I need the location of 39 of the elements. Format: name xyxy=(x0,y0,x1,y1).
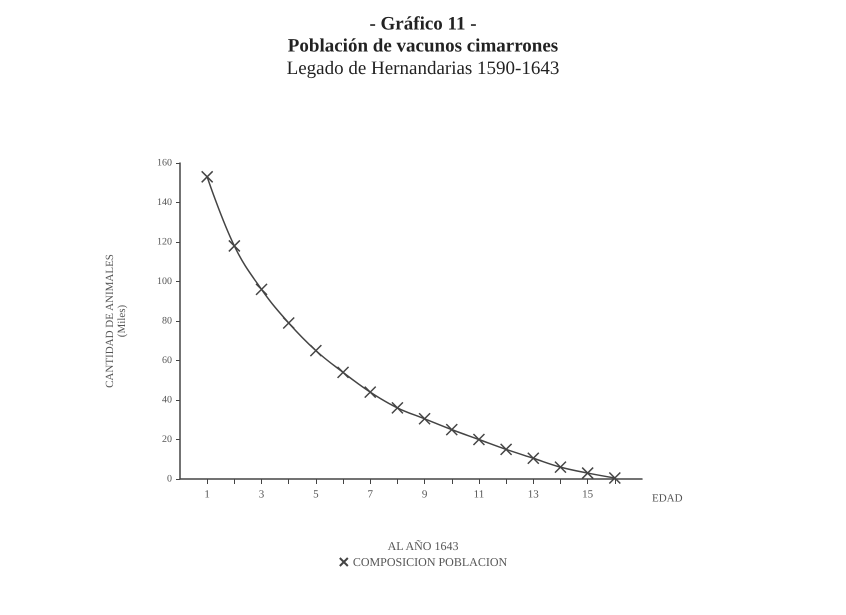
x-tick-label: 9 xyxy=(422,488,428,500)
point xyxy=(391,402,404,414)
y-tick-label: 0 xyxy=(167,474,172,484)
point xyxy=(554,460,567,474)
x-tick-label: 5 xyxy=(313,488,320,500)
y-tick-label: 60 xyxy=(162,355,172,366)
y-tick-label: 160 xyxy=(157,158,172,168)
point xyxy=(472,433,486,446)
x-tick-label: 3 xyxy=(258,488,265,500)
legend-title: AL AÑO 1643 xyxy=(388,539,458,553)
point xyxy=(228,240,241,252)
chart-subtitle: Legado de Hernandarias 1590-1643 xyxy=(286,58,560,79)
point xyxy=(200,170,214,184)
x-tick-label: 7 xyxy=(367,488,374,500)
y-tick-label: 40 xyxy=(162,394,172,406)
y-tick-label: 20 xyxy=(162,434,172,445)
x-tick-label: 1 xyxy=(204,488,210,500)
point xyxy=(364,386,376,398)
point xyxy=(336,366,350,379)
y-tick-label: 80 xyxy=(162,316,172,326)
y-tick-label: 140 xyxy=(157,197,172,208)
point xyxy=(418,412,431,426)
legend-label: COMPOSICION POBLACION xyxy=(352,555,508,569)
x-tick-label: 13 xyxy=(528,488,540,500)
point xyxy=(255,283,268,296)
y-tick-label: 120 xyxy=(157,236,172,248)
x-tick-label: 11 xyxy=(474,488,484,500)
x-tick-label: 15 xyxy=(582,488,594,500)
point xyxy=(310,344,322,357)
y-tick-label: 100 xyxy=(157,276,172,287)
point xyxy=(282,316,295,330)
chart-title: - Gráfico 11 - Población de vacunos cimarrones xyxy=(288,14,558,56)
point xyxy=(527,452,540,465)
point xyxy=(608,472,622,484)
x-axis-title: EDAD xyxy=(652,492,683,504)
point xyxy=(581,466,594,480)
y-axis-title: CANTIDAD DE ANIMALES (Miles) xyxy=(104,254,128,388)
point xyxy=(500,443,512,456)
point xyxy=(446,423,458,436)
